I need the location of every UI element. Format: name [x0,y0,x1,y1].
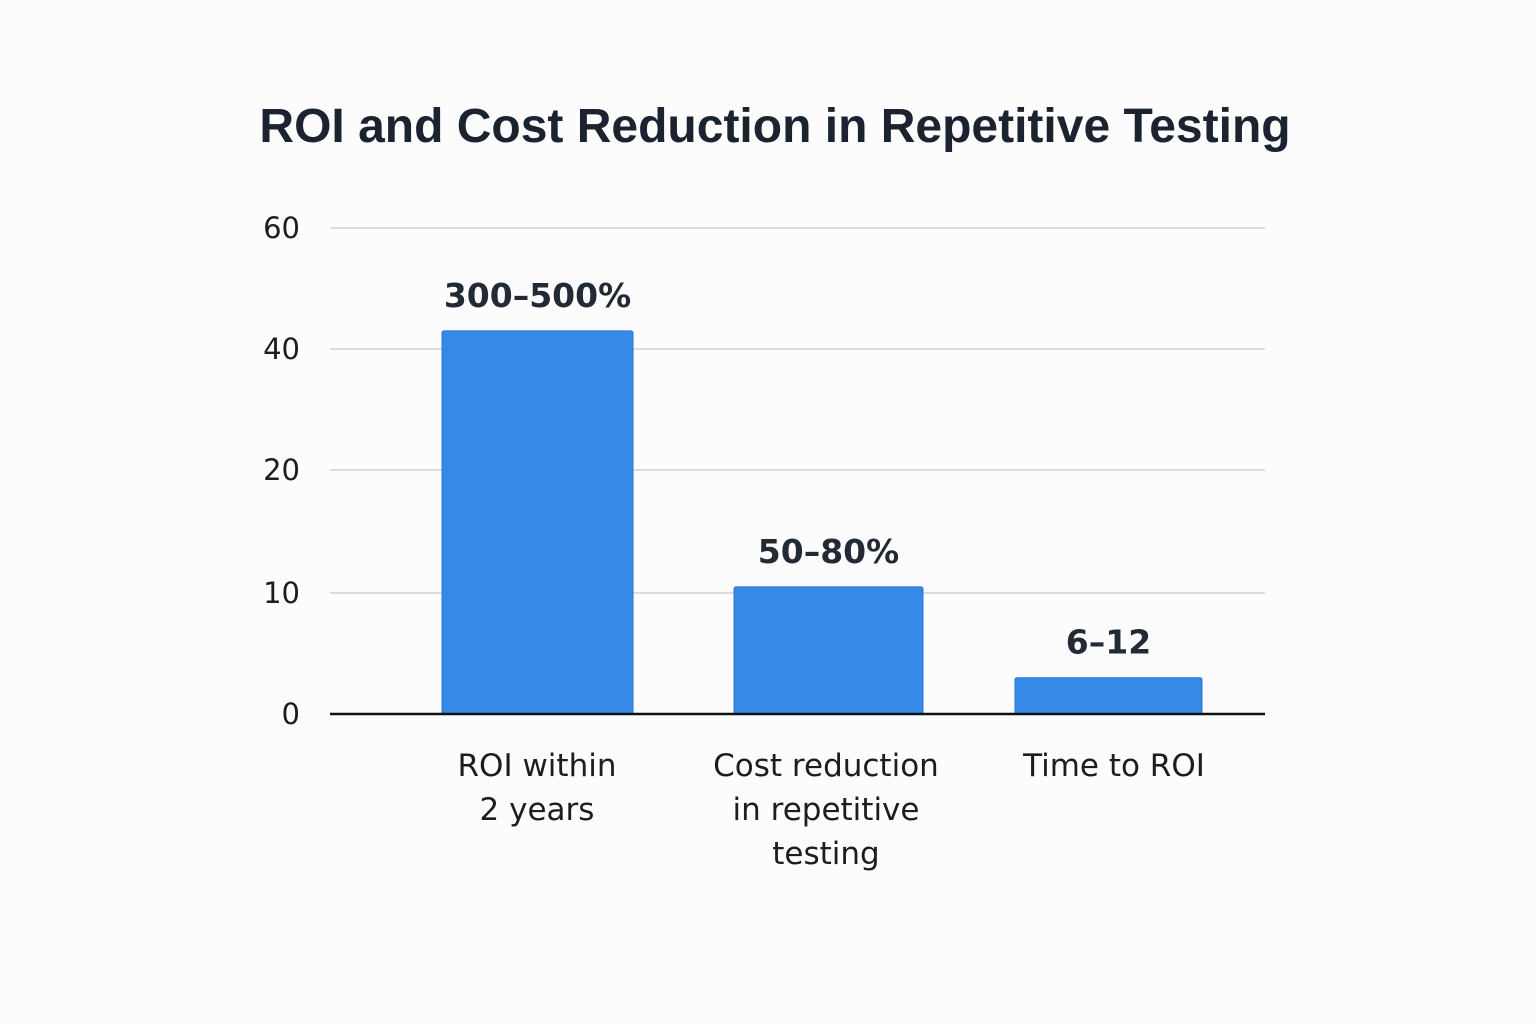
x-category-label: in repetitive [733,792,920,828]
bar-value-label: 6–12 [1066,623,1151,662]
x-category-label: ROI within [458,748,617,784]
x-category-label: 2 years [480,792,595,828]
bar [1014,677,1203,715]
y-tick-label: 10 [263,576,300,610]
y-tick-label: 40 [263,332,300,366]
chart-title: ROI and Cost Reduction in Repetitive Tes… [259,100,1290,153]
bar-value-label: 50–80% [758,532,899,571]
y-tick-label: 0 [282,697,300,731]
x-axis-categories: ROI within 2 years Cost reduction in repeti… [458,748,1205,872]
y-axis-ticks: 0 10 20 40 60 [263,211,300,731]
x-category-label: Cost reduction [713,748,939,784]
bar [441,330,634,715]
bar-value-label: 300–500% [444,276,631,315]
data-labels: 300–500% 50–80% 6–12 [444,276,1151,662]
x-category-label: testing [772,836,879,872]
bars [441,330,1203,715]
bar [733,586,924,715]
y-tick-label: 60 [263,211,300,245]
y-tick-label: 20 [263,453,300,487]
x-category-label: Time to ROI [1022,748,1205,784]
